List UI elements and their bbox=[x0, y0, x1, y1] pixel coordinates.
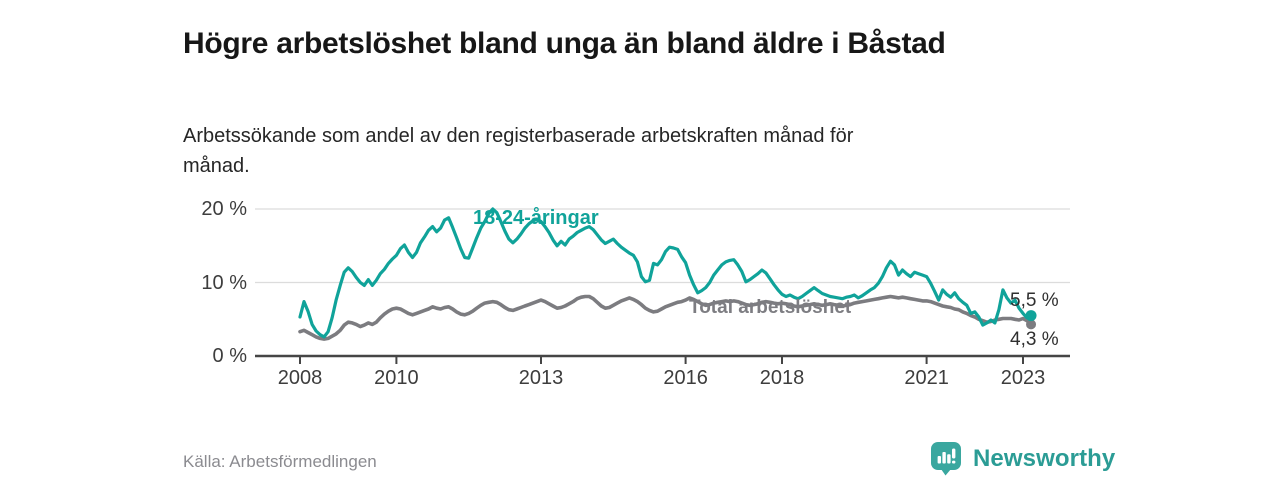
brand-name: Newsworthy bbox=[973, 444, 1116, 472]
source-attribution: Källa: Arbetsförmedlingen bbox=[183, 452, 377, 471]
x-axis-tick-label: 2018 bbox=[759, 367, 805, 389]
page-title: Högre arbetslöshet bland unga än bland ä… bbox=[183, 27, 946, 61]
total-end-dot bbox=[1026, 319, 1037, 330]
x-axis-tick-label: 2021 bbox=[904, 367, 949, 389]
total-end-value-label: 4,3 % bbox=[1010, 329, 1059, 350]
total-series-label: Total arbetslöshet bbox=[689, 297, 852, 318]
chart-subtitle: Arbetssökande som andel av den registerb… bbox=[183, 125, 854, 177]
newsworthy-brand: Newsworthy bbox=[930, 441, 1115, 476]
y-axis-tick-label: 20 % bbox=[201, 198, 247, 220]
x-axis-tick-label: 2008 bbox=[277, 367, 323, 389]
x-axis-tick-label: 2010 bbox=[374, 367, 419, 389]
x-axis-tick-label: 2013 bbox=[518, 367, 564, 389]
y-axis-tick-label: 10 % bbox=[201, 271, 247, 294]
young-series-label: 18-24-åringar bbox=[473, 207, 599, 229]
young-end-dot bbox=[1025, 310, 1037, 322]
x-axis-tick-label: 2016 bbox=[663, 367, 708, 389]
x-axis-tick-label: 2023 bbox=[1000, 367, 1046, 389]
bar-chart-speech-bubble-icon bbox=[931, 442, 961, 476]
y-axis-tick-label: 0 % bbox=[212, 345, 247, 367]
total-series-line bbox=[298, 294, 1033, 341]
young-end-value-label: 5,5 % bbox=[1010, 290, 1059, 311]
young-series-line bbox=[298, 207, 1033, 339]
